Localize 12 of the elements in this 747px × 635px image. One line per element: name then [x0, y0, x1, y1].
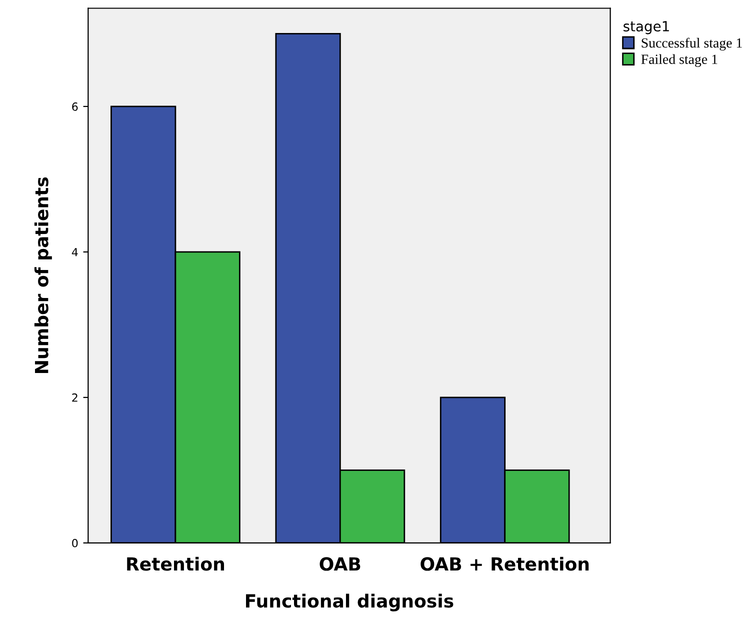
x-tick-label: OAB	[320, 557, 360, 571]
x-tick-label: Retention	[127, 556, 224, 571]
y-axis-title: Number of patients	[34, 177, 52, 373]
legend-label: Successful stage 1	[642, 38, 742, 51]
y-tick-label: 4	[72, 248, 78, 256]
y-tick-label: 6	[72, 102, 78, 111]
y-tick-label: 2	[72, 393, 78, 402]
x-axis-title: Functional diagnosis	[246, 594, 454, 612]
y-tick-label: 0	[72, 538, 78, 548]
legend-label: Failed stage 1	[641, 54, 718, 67]
legend-title: stage1	[624, 21, 669, 34]
x-tick-label: OAB + Retention	[420, 556, 589, 571]
